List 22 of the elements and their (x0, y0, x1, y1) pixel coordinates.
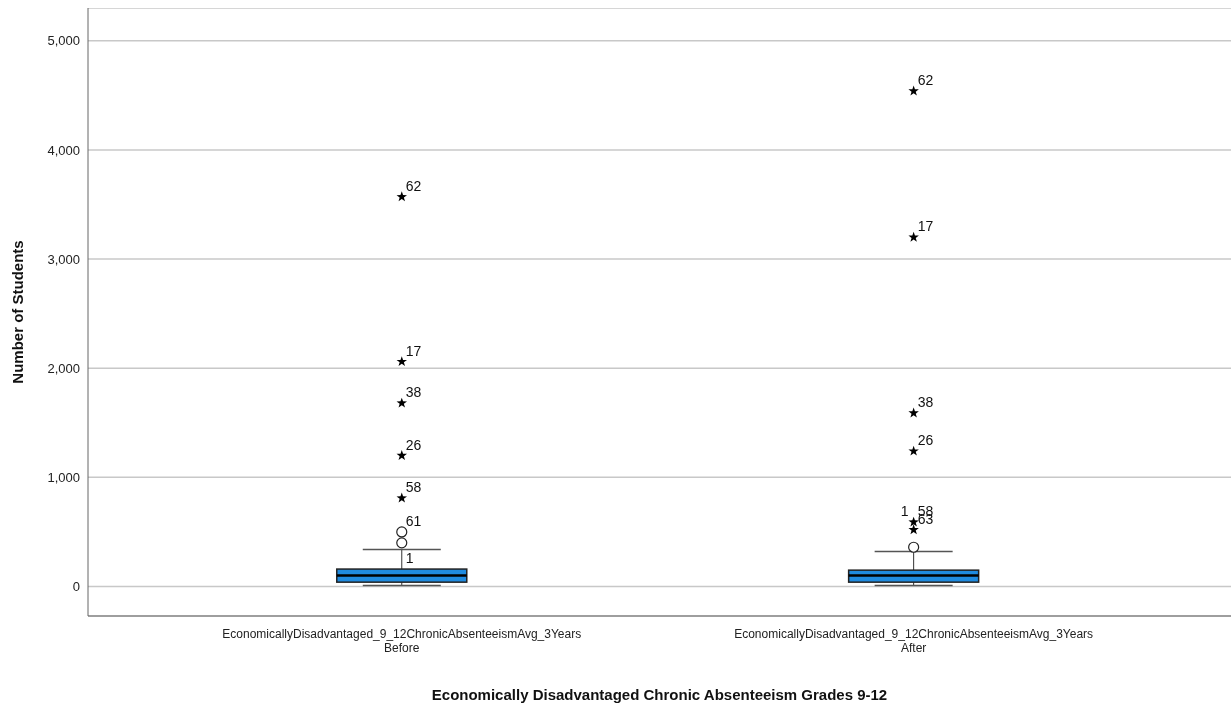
annotation: 62 (405, 177, 422, 194)
y-tick-label: 5,000 (47, 33, 80, 49)
annotation: 17 (917, 218, 934, 235)
annotation: 58 (405, 479, 422, 496)
y-tick-label: 0 (72, 579, 80, 595)
y-tick-label: 2,000 (47, 360, 80, 376)
x-tick-label: EconomicallyDisadvantaged_9_12ChronicAbsenteeismAvg_3Years Before (222, 627, 582, 655)
annotation: 38 (405, 384, 422, 401)
annotation: 17 (405, 342, 422, 359)
y-tick-label: 3,000 (47, 251, 80, 267)
y-axis-title: Number of Students (9, 240, 27, 384)
annotation: 1 (405, 550, 414, 567)
annotation: 26 (405, 436, 422, 453)
y-tick-label: 4,000 (47, 142, 80, 158)
annotation: 61 (405, 512, 422, 529)
annotation: 62 (917, 71, 934, 88)
x-axis-title: Economically Disadvantaged Chronic Absenteeism Grades 9-12 (431, 686, 888, 703)
annotation: 38 (917, 393, 934, 410)
x-tick-label: EconomicallyDisadvantaged_9_12ChronicAbsenteeismAvg_3Years After (734, 627, 1094, 655)
annotation: 1 (900, 503, 909, 520)
annotation: 26 (917, 432, 934, 449)
y-tick-label: 1,000 (47, 469, 80, 485)
